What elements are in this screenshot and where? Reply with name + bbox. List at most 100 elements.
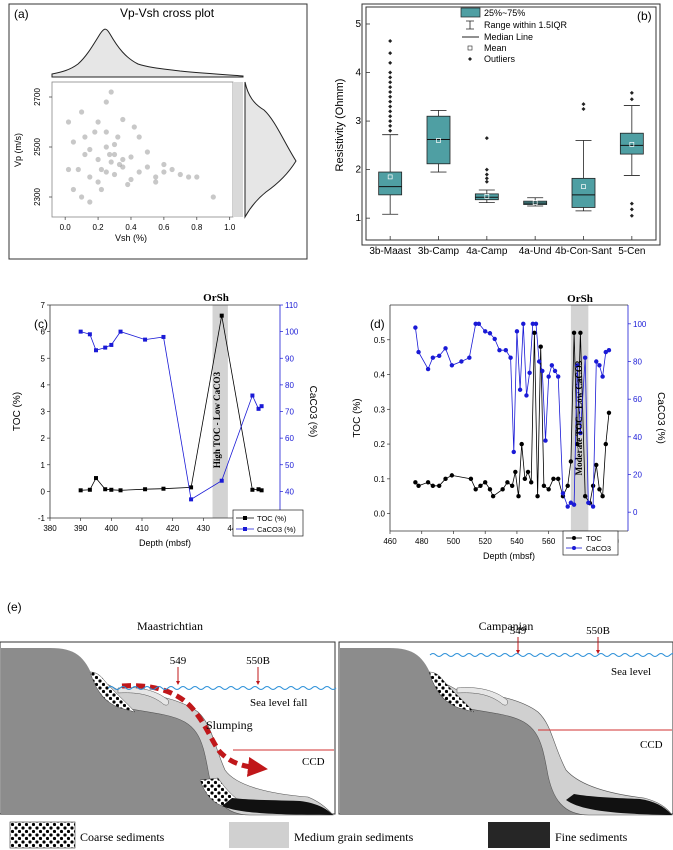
scatter-point — [65, 166, 72, 173]
x-tick-label: 420 — [166, 524, 180, 533]
y-tick-label: 4 — [355, 68, 361, 79]
scatter-point — [136, 134, 142, 140]
right-tick-label: 70 — [285, 408, 294, 417]
toc-point — [250, 487, 255, 492]
toc-point — [487, 487, 493, 492]
outlier-marker — [388, 128, 393, 133]
x-tick-label: 500 — [447, 537, 461, 546]
caco3-point — [527, 370, 532, 375]
mean-marker — [581, 184, 586, 189]
scatter-point — [82, 151, 88, 158]
panel-d-label: (d) — [370, 317, 385, 331]
panel-a-ylabel: Vp (m/s) — [13, 133, 23, 167]
category-label: 3b-Maast — [369, 246, 411, 257]
mean-marker — [484, 193, 490, 199]
scatter-point — [95, 119, 101, 125]
outlier-marker — [629, 213, 634, 218]
boxplot: 1 2 3 4 5 3b-Maast 3b-Camp 4a-Camp 4a-Und 4b-Con-… — [355, 6, 657, 257]
caco3-point — [413, 325, 418, 330]
scatter-point — [75, 166, 81, 173]
iqr-box — [571, 177, 596, 208]
left-tick-label: 6 — [41, 328, 46, 337]
outlier-marker — [484, 179, 489, 184]
x-tick-label: 390 — [74, 524, 88, 533]
caco3-point — [189, 497, 194, 502]
maastrichtian-ccd-label: CCD — [302, 756, 325, 768]
fine-legend-label: Fine sediments — [555, 830, 628, 844]
scatter-points — [65, 89, 216, 205]
caco3-point — [508, 355, 513, 360]
toc-point — [87, 487, 92, 492]
toc-point — [483, 480, 488, 485]
scatter-point — [161, 161, 167, 168]
scatter-point — [108, 159, 114, 165]
right-axis-label: CaCO3 (%) — [655, 392, 666, 444]
caco3-point — [259, 404, 264, 409]
caco3-point — [578, 430, 583, 436]
right-tick-label: 60 — [633, 395, 642, 404]
toc-caco3-chart-d: 4604805005205405605806000.00.10.20.30.40… — [352, 304, 666, 561]
scatter-point — [92, 129, 98, 135]
toc-point — [425, 480, 431, 485]
toc-point — [575, 441, 580, 447]
slumping-label: Slumping — [206, 718, 253, 732]
panel-c-legend-caco3: CaCO3 (%) — [257, 525, 296, 534]
caco3-point — [449, 363, 455, 368]
toc-point — [118, 488, 123, 493]
coarse-legend-label: Coarse sediments — [80, 830, 165, 844]
left-tick-label: 7 — [41, 301, 46, 310]
right-tick-label: 0 — [633, 508, 638, 517]
legend-median-label: Median Line — [484, 32, 533, 42]
caco3-point — [549, 363, 555, 368]
toc-point — [490, 494, 496, 499]
panel-a-frame — [8, 3, 308, 260]
x-tick-label: 0.0 — [60, 223, 72, 232]
outlier-marker — [388, 38, 393, 43]
outlier-marker — [581, 106, 586, 111]
x-tick-label: 410 — [135, 524, 149, 533]
caco3-point — [571, 502, 577, 507]
scatter-point — [103, 99, 109, 105]
caco3-point — [600, 374, 605, 379]
right-tick-label: 80 — [633, 358, 642, 367]
caco3-point — [575, 363, 580, 368]
campanian-sediment-lens — [456, 687, 508, 706]
scatter-point — [128, 176, 134, 183]
outlier-marker — [388, 60, 393, 65]
sea-level-fall-label: Sea level fall — [250, 697, 307, 709]
caco3-point — [219, 478, 224, 483]
caco3-point — [536, 359, 542, 364]
scatter-point — [131, 124, 137, 130]
category-label: 4a-Und — [519, 246, 552, 257]
caco3-point — [543, 438, 548, 443]
toc-point — [582, 494, 588, 499]
scatter-point — [98, 166, 104, 173]
scatter-point — [120, 156, 126, 163]
toc-point — [94, 476, 98, 481]
scatter-point — [161, 169, 167, 175]
scatter-point — [103, 169, 109, 175]
mean-marker — [629, 142, 635, 147]
toc-point — [519, 441, 524, 447]
scatter-point — [210, 194, 216, 200]
campanian-title: Campanian — [479, 619, 534, 633]
toc-point — [600, 494, 605, 499]
outlier-marker — [581, 102, 586, 107]
toc-point — [449, 473, 455, 478]
scatter-point — [95, 179, 101, 185]
caco3-point — [560, 491, 566, 496]
left-axis-label: TOC (%) — [352, 398, 363, 437]
scatter-point — [153, 179, 159, 185]
panel-b-ylabel: Resistivity (Ohmm) — [334, 79, 346, 172]
caco3-point — [443, 346, 448, 351]
site-549-label: 549 — [170, 655, 187, 667]
scatter-point — [128, 154, 134, 160]
left-axis-label: TOC (%) — [12, 392, 23, 431]
sediment-lens — [117, 687, 169, 706]
panel-c-legend: TOC (%) CaCO3 (%) — [232, 509, 304, 537]
scatter-point — [186, 174, 192, 180]
scatter-point — [120, 116, 126, 123]
scatter-point — [194, 174, 200, 180]
caco3-point — [161, 334, 166, 339]
